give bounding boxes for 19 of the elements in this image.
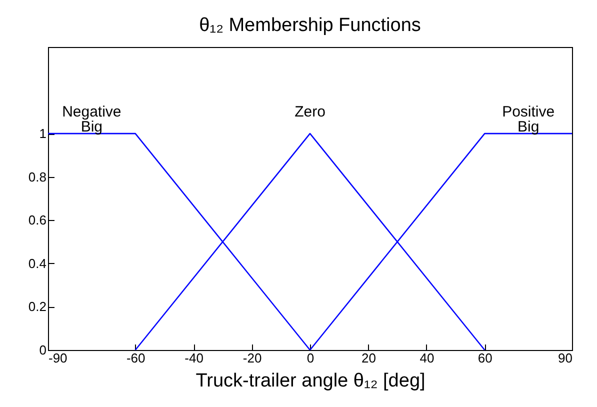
chart-title: θ₁₂ Membership Functions — [199, 15, 421, 36]
x-tick-label: 20 — [361, 350, 376, 366]
y-tick-label: 1 — [39, 126, 46, 142]
x-tick-label: -40 — [184, 350, 204, 366]
y-tick-label: 0.6 — [28, 212, 46, 228]
x-tick-label: -90 — [48, 350, 68, 366]
series-label: Negative Big — [62, 104, 122, 136]
x-tick-label: -20 — [242, 350, 262, 366]
series-label: Positive Big — [502, 104, 555, 136]
y-tick-label: 0.4 — [28, 256, 46, 271]
x-tick-label: 0 — [306, 350, 314, 366]
y-tick-label: 0.2 — [28, 299, 46, 314]
y-tick-label: 0.8 — [28, 169, 46, 184]
x-tick-label: -60 — [126, 350, 146, 366]
series-label: Zero — [294, 104, 326, 121]
x-axis-title: Truck-trailer angle θ₁₂ [deg] — [196, 370, 426, 392]
x-tick-label: 60 — [478, 350, 492, 366]
x-tick-label: 40 — [420, 350, 434, 366]
x-tick-label: 90 — [558, 350, 572, 366]
